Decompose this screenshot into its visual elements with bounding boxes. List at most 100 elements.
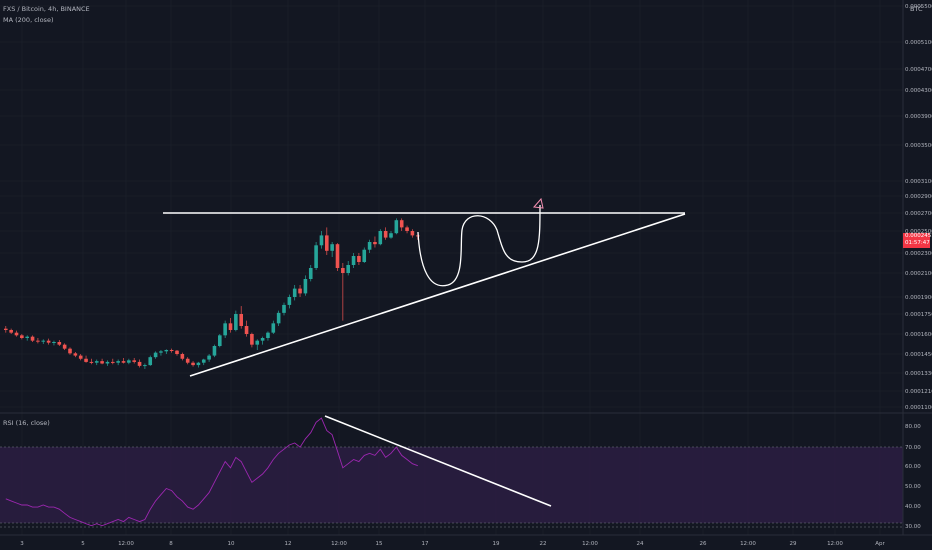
candle-body (303, 279, 308, 294)
time-tick-label: 3 (20, 541, 24, 547)
last-price-value: 0.0002451 (905, 233, 932, 239)
price-tick-label: 0.0002300 (905, 251, 932, 257)
candle-body (78, 355, 83, 359)
candle-body (260, 338, 265, 341)
candle-body (255, 340, 260, 345)
candle-body (25, 336, 29, 338)
time-tick-label: 17 (422, 541, 429, 547)
candle-body (287, 297, 292, 305)
candle-body (52, 342, 56, 343)
candle-body (137, 361, 142, 366)
time-tick-label: 12:00 (827, 541, 843, 547)
candle-body (389, 233, 393, 238)
candle-body (362, 249, 367, 262)
candle-body (228, 323, 233, 330)
candle-body (196, 362, 201, 366)
candle-body (410, 231, 415, 236)
rsi-tick-label: 70.00 (905, 445, 921, 451)
candle-body (308, 268, 313, 279)
price-tick-label: 0.0001450 (905, 352, 932, 358)
price-tick-label: 0.0002500 (905, 229, 932, 235)
candle-body (405, 227, 409, 231)
price-tick-label: 0.0001100 (905, 405, 932, 411)
candle-body (57, 342, 62, 345)
rsi-indicator-label[interactable]: RSI (16, close) (3, 419, 50, 427)
candle-body (266, 332, 270, 338)
price-axis[interactable]: 0.0005500 0.0005100 0.0004700 0.0004300 0.00… (905, 4, 932, 411)
rsi-tick-label: 80.00 (905, 424, 921, 430)
time-tick-label: 26 (700, 541, 707, 547)
price-tick-label: 0.0003100 (905, 179, 932, 185)
candle-body (282, 304, 286, 313)
candle-body (351, 256, 356, 265)
candle-body (100, 361, 104, 364)
time-tick-label: 12 (285, 541, 292, 547)
price-tick-label: 0.0004700 (905, 67, 932, 73)
candle-body (111, 361, 115, 363)
candle-body (378, 231, 383, 245)
candle-body (62, 344, 67, 349)
candle-body (169, 350, 174, 351)
price-tick-label: 0.0002900 (905, 194, 932, 200)
rsi-band (0, 447, 903, 523)
grid-lines (0, 0, 903, 535)
ascending-support-line[interactable] (189, 213, 686, 377)
rsi-axis[interactable]: 80.00 70.00 60.00 50.00 40.00 30.00 (905, 424, 921, 530)
candle-body (94, 361, 99, 363)
bar-countdown: 01:57:47 (905, 240, 930, 246)
time-tick-label: 12:00 (582, 541, 598, 547)
candle-body (314, 245, 318, 268)
candle-body (116, 361, 120, 363)
candle-body (276, 312, 281, 324)
rsi-tick-label: 50.00 (905, 484, 921, 490)
time-tick-label: 8 (169, 541, 173, 547)
rsi-tick-label: 60.00 (905, 464, 921, 470)
rsi-line (5, 417, 418, 527)
time-axis[interactable]: 3 5 12:00 8 10 12 12:00 15 17 19 22 12:00 24 26 12:00 2… (20, 541, 885, 547)
price-tick-label: 0.0005100 (905, 40, 932, 46)
arrow-head-drawing[interactable] (532, 197, 544, 209)
price-tick-label: 0.0001330 (905, 371, 932, 377)
time-tick-label: 12:00 (118, 541, 134, 547)
candle-body (191, 362, 195, 366)
candle-body (185, 358, 190, 363)
candle-body (201, 359, 206, 363)
price-tick-label: 0.0005500 (905, 4, 932, 10)
candle-body (373, 242, 377, 245)
candle-body (41, 340, 46, 342)
last-price-badge: 0.0002451 01:57:47 (903, 233, 932, 248)
candlestick-series (4, 218, 420, 370)
time-tick-label: 10 (228, 541, 235, 547)
rsi-trend-line[interactable] (324, 415, 552, 507)
price-tick-label: 0.0002700 (905, 211, 932, 217)
drawings[interactable] (163, 197, 686, 507)
projected-path-drawing[interactable] (417, 204, 541, 287)
price-tick-label: 0.0001210 (905, 389, 932, 395)
price-tick-label: 0.0001600 (905, 332, 932, 338)
ma-indicator-label[interactable]: MA (200, close) (3, 16, 54, 24)
candle-body (36, 340, 40, 342)
candle-body (250, 334, 254, 345)
candle-body (335, 244, 340, 268)
candle-body (132, 360, 136, 362)
candle-body (9, 330, 13, 333)
candle-body (346, 265, 350, 273)
time-tick-label: 22 (540, 541, 547, 547)
candle-body (325, 235, 329, 251)
price-tick-label: 0.0001900 (905, 295, 932, 301)
candle-body (175, 350, 179, 354)
candle-body (271, 323, 276, 333)
candle-body (89, 361, 94, 363)
candle-body (383, 231, 388, 238)
candle-body (159, 351, 163, 353)
time-tick-label: 12:00 (740, 541, 756, 547)
candle-body (143, 365, 147, 367)
candle-body (298, 288, 302, 294)
price-tick-label: 0.0001750 (905, 312, 932, 318)
candle-body (239, 314, 243, 326)
candle-body (399, 220, 404, 228)
price-tick-label: 0.0002100 (905, 271, 932, 277)
candle-body (244, 326, 249, 334)
candle-body (212, 346, 217, 356)
